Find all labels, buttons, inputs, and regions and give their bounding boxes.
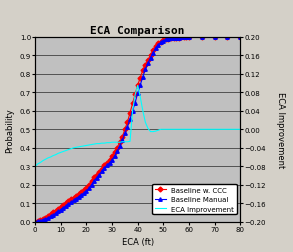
Baseline Manual [72,199,75,202]
ECA Improvement [133,94,137,97]
Baseline Manual [103,167,106,170]
Y-axis label: Probability: Probability [5,108,14,152]
ECA Improvement [33,165,37,168]
Baseline w. CCC [239,36,242,39]
Baseline Manual [174,37,178,40]
ECA Improvement [131,110,134,113]
X-axis label: ECA (ft): ECA (ft) [122,237,154,246]
Line: Baseline Manual: Baseline Manual [33,36,242,224]
ECA Improvement [239,128,242,131]
Legend: Baseline w. CCC, Baseline Manual, ECA Improvement: Baseline w. CCC, Baseline Manual, ECA Im… [152,184,237,215]
ECA Improvement [95,143,98,146]
Baseline w. CCC [82,189,86,192]
Title: ECA Comparison: ECA Comparison [91,26,185,36]
Baseline Manual [239,36,242,39]
Baseline Manual [213,36,216,39]
Baseline w. CCC [174,37,178,40]
ECA Improvement [136,85,139,88]
Baseline w. CCC [213,36,216,39]
Baseline w. CCC [103,164,106,167]
Baseline Manual [33,220,37,223]
Line: Baseline w. CCC: Baseline w. CCC [33,36,242,224]
Baseline w. CCC [33,220,37,223]
Baseline w. CCC [187,36,191,39]
Y-axis label: ECA Improvement: ECA Improvement [276,92,285,168]
ECA Improvement [38,161,42,164]
Baseline Manual [118,145,122,148]
Baseline w. CCC [118,141,122,144]
ECA Improvement [41,160,45,163]
Line: ECA Improvement: ECA Improvement [35,86,240,167]
Baseline w. CCC [72,196,75,199]
Baseline Manual [82,192,86,195]
ECA Improvement [72,147,75,150]
Baseline Manual [200,36,204,39]
